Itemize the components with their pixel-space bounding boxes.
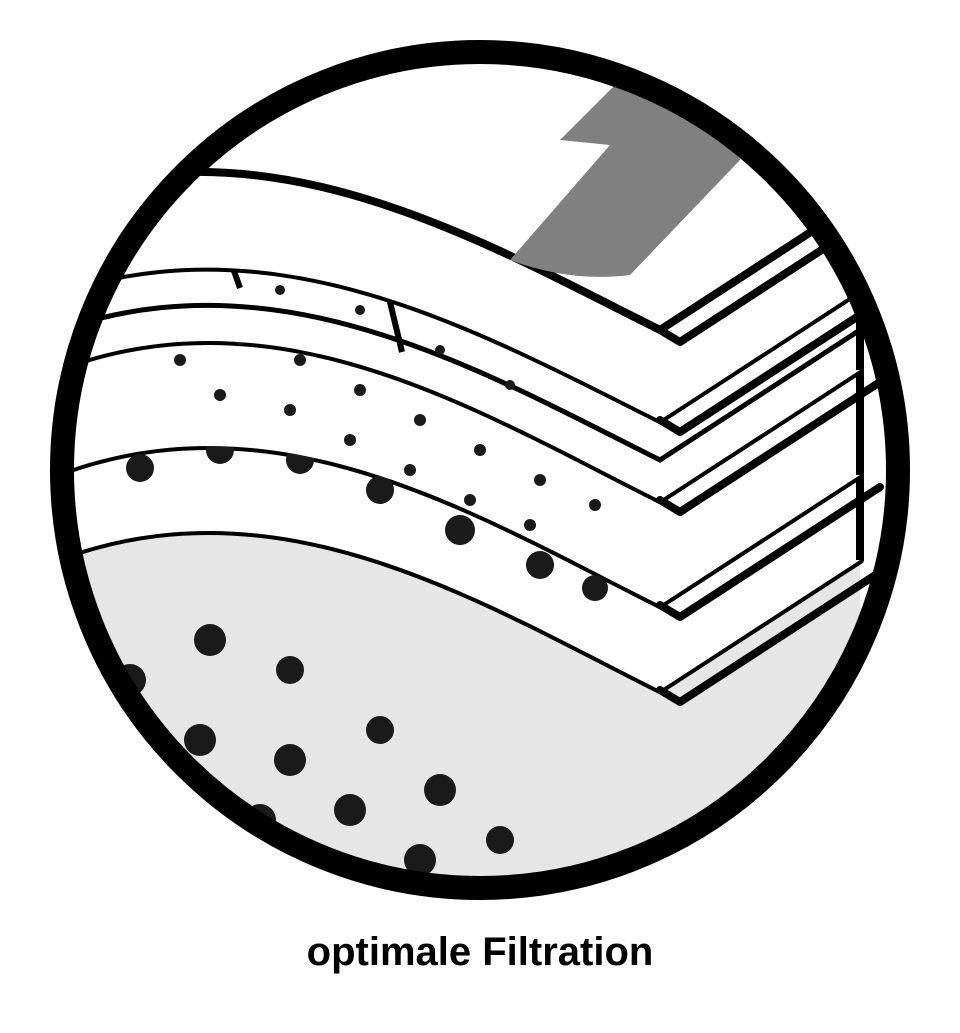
- diagram-wrapper: optimale Filtration: [0, 0, 960, 1033]
- diagram-caption: optimale Filtration: [0, 930, 960, 975]
- filtration-diagram: [40, 30, 920, 910]
- diagram-svg: [40, 30, 920, 910]
